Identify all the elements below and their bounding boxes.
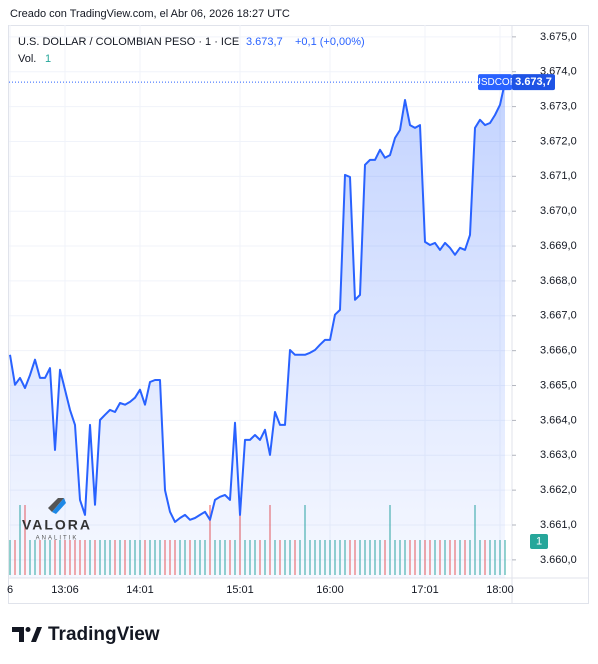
x-tick-label: 17:01 <box>411 584 439 596</box>
frame <box>8 25 589 604</box>
price-area <box>10 82 505 578</box>
valora-logo: VALORA ANALITIK <box>22 498 92 542</box>
symbol-tag: USDCOP <box>474 77 517 88</box>
y-tick-label: 3.661,0 <box>540 519 577 531</box>
price-line <box>9 81 506 523</box>
y-tick-label: 3.666,0 <box>540 345 577 357</box>
volume-tag-bg <box>530 534 548 549</box>
y-tick-label: 3.672,0 <box>540 135 577 147</box>
y-tick-label: 3.669,0 <box>540 240 577 252</box>
x-tick-label: 16:00 <box>316 584 344 596</box>
change: +0,1 (+0,00%) <box>295 36 365 48</box>
y-tick-label: 3.671,0 <box>540 170 577 182</box>
y-tick-label: 3.665,0 <box>540 379 577 391</box>
volume-tag: 1 <box>536 535 542 547</box>
price-tag: 3.673,7 <box>515 76 552 88</box>
tv-icon-part <box>12 627 24 642</box>
logo-text: TradingView <box>48 624 160 645</box>
y-tick-label: 3.673,0 <box>540 100 577 112</box>
x-tick-label: 6 <box>7 584 13 596</box>
symbol-tag-bg <box>478 74 512 91</box>
x-tick-label: 18:00 <box>486 584 514 596</box>
tradingview-logo: TradingView <box>12 624 160 645</box>
credit: Creado con TradingView.com, el Abr 06, 2… <box>10 8 290 20</box>
y-tick-label: 3.670,0 <box>540 205 577 217</box>
y-tick-label: 3.662,0 <box>540 484 577 496</box>
tv-icon-part <box>31 627 42 642</box>
x-tick-label: 14:01 <box>126 584 154 596</box>
logo-mark <box>48 498 64 512</box>
volume-title: Vol. <box>18 53 36 65</box>
y-tick-label: 3.675,0 <box>540 31 577 43</box>
brand-tagline: ANALITIK <box>36 536 79 542</box>
last-price: 3.673,7 <box>246 36 283 48</box>
y-tick-label: 3.664,0 <box>540 414 577 426</box>
y-tick-label: 3.668,0 <box>540 275 577 287</box>
y-tick-label: 3.663,0 <box>540 449 577 461</box>
x-tick-label: 15:01 <box>226 584 254 596</box>
y-tick-label: 3.667,0 <box>540 310 577 322</box>
brand-name: VALORA <box>22 517 92 533</box>
x-tick-label: 13:06 <box>51 584 79 596</box>
symbol-title: U.S. DOLLAR / COLOMBIAN PESO · 1 · ICE <box>18 36 239 48</box>
y-tick-label: 3.660,0 <box>540 554 577 566</box>
volume-value: 1 <box>45 53 51 65</box>
price-tag-bg <box>512 74 555 91</box>
tv-icon-dot <box>25 627 31 632</box>
logo-mark-accent <box>52 498 66 514</box>
